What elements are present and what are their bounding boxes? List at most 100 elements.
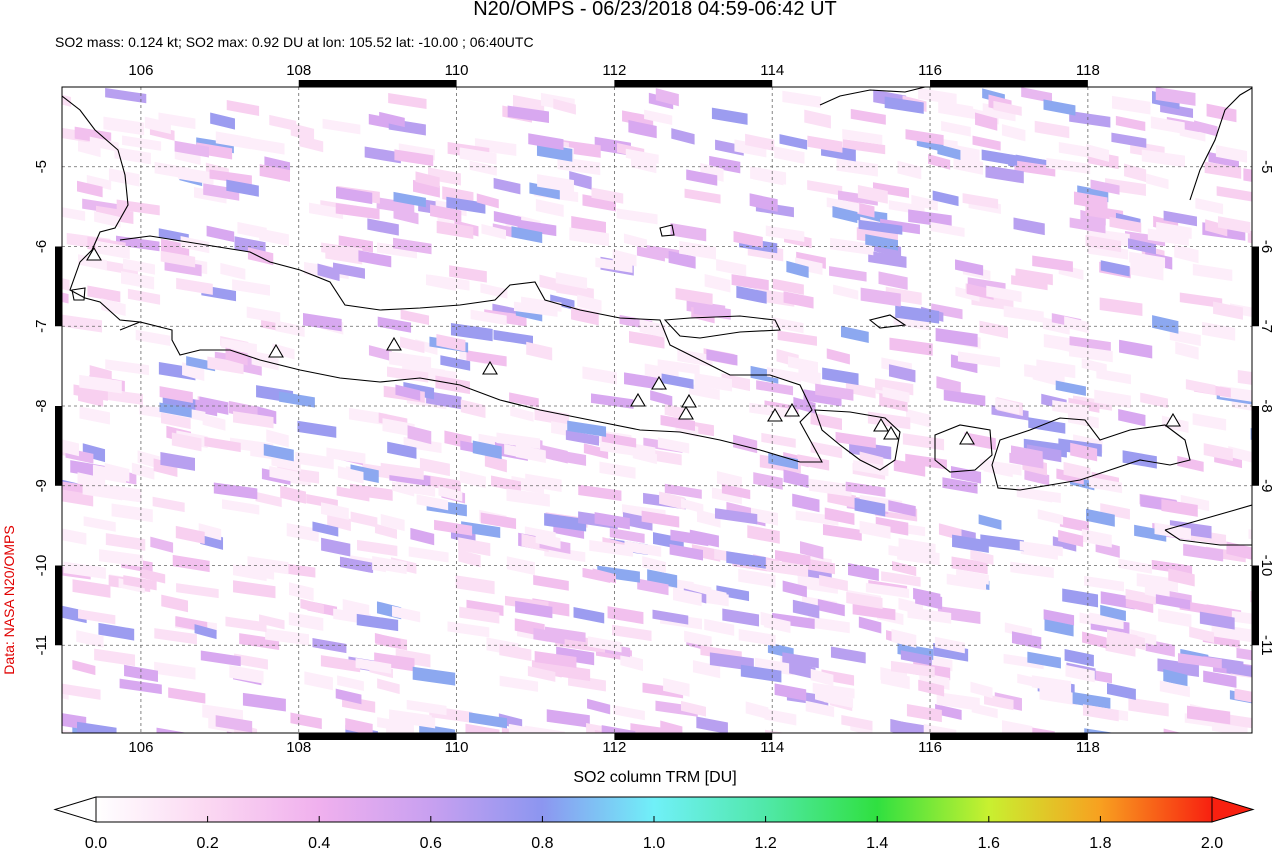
so2-pixel <box>312 637 347 654</box>
so2-pixel <box>556 282 594 299</box>
so2-pixel <box>817 599 845 617</box>
so2-pixel <box>78 254 107 271</box>
so2-pixel <box>178 166 214 185</box>
so2-pixel <box>955 286 980 302</box>
so2-pixel <box>1026 444 1062 463</box>
so2-pixel <box>772 612 815 630</box>
so2-pixel <box>62 729 82 733</box>
so2-pixel <box>681 498 704 514</box>
so2-pixel <box>215 715 253 733</box>
y-tick-label: -9 <box>1258 479 1272 492</box>
so2-pixel <box>1226 541 1252 560</box>
so2-pixel <box>850 108 886 125</box>
x-tick-label: 110 <box>445 739 469 756</box>
so2-pixel <box>1009 452 1044 469</box>
so2-pixel <box>265 628 310 646</box>
so2-pixel <box>380 513 405 532</box>
so2-pixel <box>527 665 556 682</box>
so2-pixel <box>772 278 804 295</box>
so2-pixel <box>749 402 792 419</box>
so2-pixel <box>337 465 364 484</box>
so2-pixel <box>841 325 869 343</box>
so2-pixel <box>749 193 778 212</box>
so2-pixel <box>408 546 449 563</box>
so2-pixel <box>491 475 522 493</box>
so2-pixel <box>1154 522 1191 541</box>
so2-pixel <box>156 727 188 733</box>
so2-pixel <box>577 294 602 313</box>
so2-pixel <box>1152 315 1179 334</box>
so2-pixel <box>74 731 81 733</box>
colorbar-tick-label: 1.2 <box>754 835 776 852</box>
colorbar-high-arrow <box>1211 796 1255 823</box>
so2-pixel <box>679 240 717 260</box>
so2-pixel <box>655 88 679 107</box>
so2-pixel <box>400 309 430 326</box>
so2-pixel <box>400 336 425 354</box>
so2-pixel <box>303 312 342 332</box>
so2-pixel <box>239 633 280 650</box>
so2-pixel <box>972 135 1001 151</box>
so2-pixel <box>62 528 87 545</box>
so2-pixel <box>895 304 940 324</box>
so2-pixel <box>731 274 769 291</box>
x-tick-label: 106 <box>128 739 153 756</box>
so2-pixel <box>970 681 993 699</box>
so2-pixel <box>628 331 665 349</box>
so2-pixel <box>937 144 961 160</box>
so2-pixel <box>1044 619 1074 637</box>
so2-pixel <box>765 225 805 242</box>
so2-pixel <box>962 193 999 209</box>
so2-pixel <box>76 180 103 198</box>
so2-pixel <box>853 459 889 477</box>
so2-pixel <box>756 380 794 396</box>
so2-pixel <box>652 609 689 625</box>
so2-pixel <box>597 565 640 583</box>
so2-pixel <box>406 699 447 716</box>
so2-pixel <box>1127 238 1156 255</box>
so2-pixel <box>970 549 994 566</box>
frame-bar <box>1252 565 1259 646</box>
so2-pixel <box>942 477 978 494</box>
so2-pixel <box>661 373 694 389</box>
so2-pixel <box>1085 235 1122 253</box>
so2-pixel <box>639 319 666 339</box>
so2-pixel <box>459 147 497 165</box>
so2-pixel <box>499 675 539 692</box>
so2-pixel <box>1203 443 1233 461</box>
borneo-coast <box>819 87 1252 201</box>
volcanoes <box>86 246 1181 445</box>
so2-pixel <box>476 193 499 209</box>
so2-pixel <box>517 219 557 237</box>
so2-pixel <box>986 285 1022 303</box>
y-tick-label: -6 <box>33 240 50 253</box>
so2-pixel <box>309 202 344 220</box>
so2-pixel <box>515 444 546 464</box>
so2-pixel <box>826 348 850 365</box>
so2-pixel <box>937 606 981 624</box>
so2-pixel <box>905 453 947 470</box>
so2-pixel <box>356 613 399 632</box>
so2-pixel <box>704 618 735 636</box>
so2-pixel <box>1069 110 1111 128</box>
so2-pixel <box>339 556 373 573</box>
so2-pixel <box>79 406 110 425</box>
coastlines <box>62 87 1252 546</box>
so2-pixel <box>845 382 876 399</box>
so2-pixel <box>529 182 560 200</box>
so2-pixel <box>403 436 442 454</box>
so2-pixel <box>1140 392 1168 409</box>
so2-pixel <box>819 574 848 592</box>
so2-pixel <box>1211 623 1251 643</box>
so2-pixel <box>194 624 217 640</box>
so2-pixel <box>1130 629 1157 646</box>
so2-pixel <box>1237 369 1252 385</box>
so2-pixel <box>628 120 657 139</box>
y-tick-label: -8 <box>1258 399 1272 412</box>
so2-pixel <box>321 242 363 259</box>
so2-pixel <box>1069 336 1111 352</box>
so2-pixel <box>911 194 938 211</box>
so2-pixel <box>1204 161 1242 179</box>
frame-bar <box>930 733 1088 740</box>
so2-pixel <box>1125 588 1157 605</box>
